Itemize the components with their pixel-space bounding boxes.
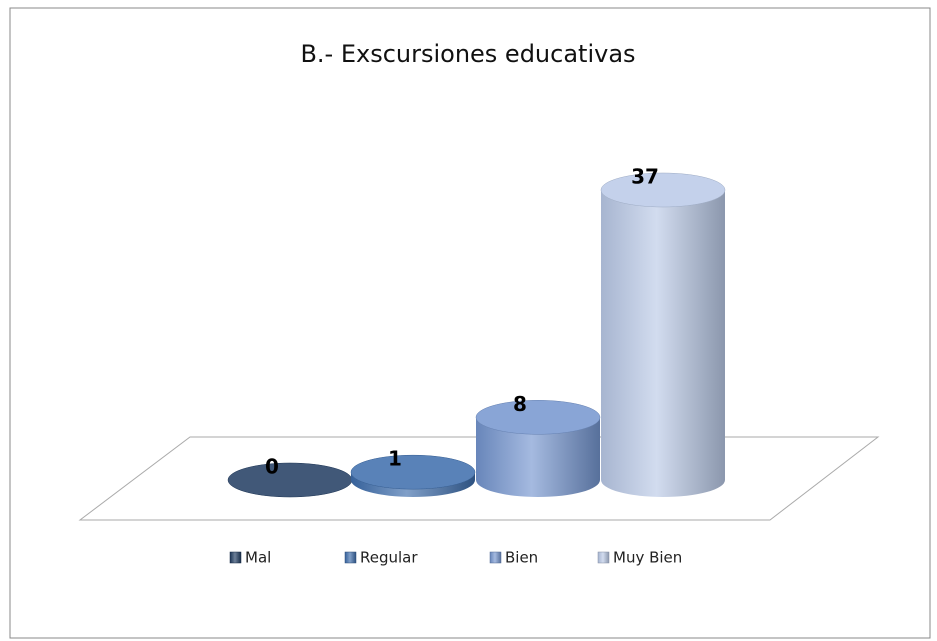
legend-swatch — [344, 551, 357, 564]
value-label: 1 — [388, 447, 402, 471]
chart-title: B.- Exscursiones educativas — [300, 40, 635, 68]
legend-label: Mal — [245, 549, 271, 567]
legend-swatch — [489, 551, 502, 564]
value-label: 37 — [631, 165, 659, 189]
cylinder-top — [475, 400, 601, 435]
cylinder — [601, 190, 725, 497]
cylinder — [351, 472, 475, 497]
cylinder — [476, 417, 600, 497]
legend-label: Regular — [360, 549, 418, 567]
legend-label: Muy Bien — [613, 549, 682, 567]
value-label: 8 — [513, 392, 527, 416]
cylinder-top — [600, 172, 726, 208]
value-label: 0 — [265, 455, 279, 479]
cylinder-top — [227, 462, 353, 498]
legend-label: Bien — [505, 549, 538, 567]
cylinder-top — [350, 454, 476, 490]
legend-swatch — [229, 551, 242, 564]
chart-frame — [9, 7, 931, 639]
legend-swatch — [597, 551, 610, 564]
